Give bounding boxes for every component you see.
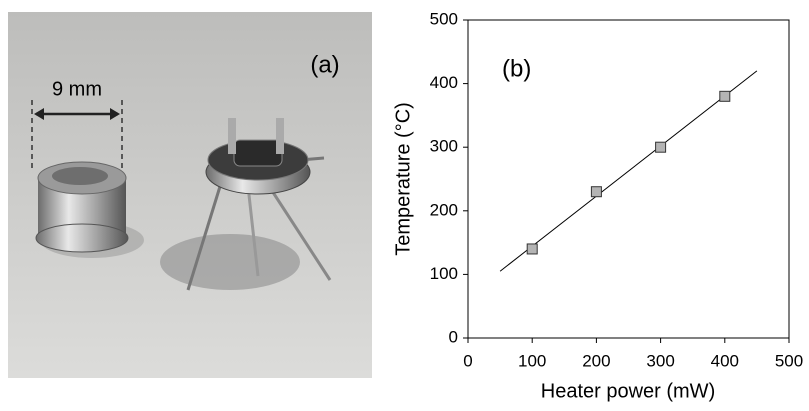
x-tick-label: 100 [518, 351, 546, 370]
sensor-leg [263, 179, 332, 281]
y-axis-label: Temperature (°C) [392, 102, 414, 256]
data-point [655, 141, 667, 153]
plot-frame [467, 19, 790, 339]
scale-label: 9 mm [52, 78, 102, 100]
sensor-pin [276, 118, 284, 154]
x-axis-label: Heater power (mW) [541, 380, 715, 402]
y-tick-label: 400 [430, 73, 458, 92]
sensor-leg [246, 185, 260, 277]
arrow-heads [34, 108, 120, 120]
cap-mesh [52, 167, 108, 185]
x-tick-label: 500 [775, 351, 803, 370]
x-tick-label: 400 [711, 351, 739, 370]
panel-label: (a) [310, 51, 339, 78]
sensor-pin [228, 118, 236, 154]
sensor-leg [186, 179, 224, 291]
data-point [526, 243, 538, 255]
trend-line [499, 70, 758, 272]
data-point [719, 90, 731, 102]
sensor-element [233, 139, 283, 167]
photo: 9 mm (a) [8, 12, 372, 378]
annotation: (b) [502, 55, 531, 82]
y-tick-label: 300 [430, 137, 458, 156]
y-tick-label: 0 [449, 327, 458, 346]
data-point [590, 186, 602, 198]
y-tick-label: 500 [430, 9, 458, 28]
y-tick-label: 100 [430, 264, 458, 283]
x-tick-label: 0 [463, 351, 472, 370]
x-tick-label: 300 [646, 351, 674, 370]
y-tick-label: 200 [430, 200, 458, 219]
shadow [160, 234, 300, 290]
cap-rim [35, 223, 129, 253]
x-tick-label: 200 [582, 351, 610, 370]
